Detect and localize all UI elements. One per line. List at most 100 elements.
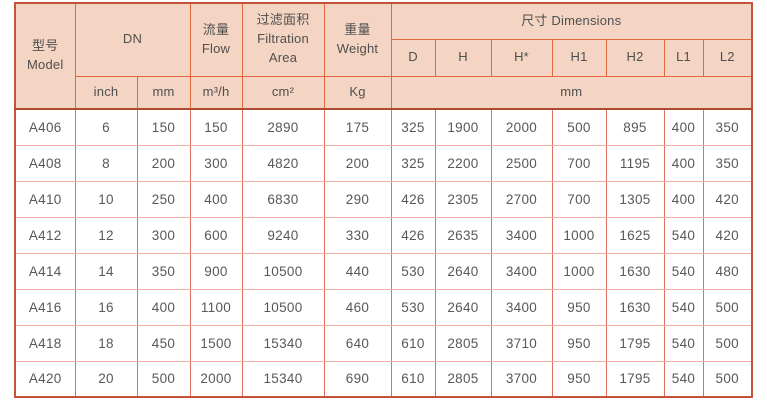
cell-inch: 20 (74, 360, 138, 398)
col-header-h1: H1 (551, 38, 607, 77)
cell-model: A406 (14, 108, 76, 146)
cell-flow: 150 (189, 108, 243, 146)
cell-inch: 14 (74, 252, 138, 290)
cell-inch: 16 (74, 288, 138, 326)
unit-weight: Kg (323, 75, 392, 110)
table-row: A414 14 350 900 10500 440 530 2640 3400 1000 1630 5… (14, 252, 753, 290)
cell-mm: 300 (136, 216, 191, 254)
cell-dim-l2: 500 (702, 288, 753, 326)
cell-area: 10500 (241, 252, 325, 290)
cell-dim-l2: 500 (702, 360, 753, 398)
cell-dim-h2: 1625 (605, 216, 665, 254)
cell-dim-h1: 1000 (551, 252, 607, 290)
unit-dimensions: mm (390, 75, 753, 110)
cell-dim-h1: 950 (551, 288, 607, 326)
cell-inch: 10 (74, 180, 138, 218)
col-header-weight-zh: 重量 (344, 21, 371, 37)
cell-area: 15340 (241, 324, 325, 362)
col-header-h2: H2 (605, 38, 665, 77)
cell-flow: 400 (189, 180, 243, 218)
col-header-filtration-zh: 过滤面积 (256, 12, 310, 28)
cell-dim-h1: 950 (551, 324, 607, 362)
cell-weight: 200 (323, 144, 392, 182)
cell-model: A414 (14, 252, 76, 290)
table-row: A412 12 300 600 9240 330 426 2635 3400 1000 1625 54… (14, 216, 753, 254)
cell-weight: 175 (323, 108, 392, 146)
cell-dim-d: 426 (390, 180, 436, 218)
cell-model: A410 (14, 180, 76, 218)
cell-mm: 400 (136, 288, 191, 326)
cell-area: 15340 (241, 360, 325, 398)
col-header-flow: 流量 Flow (189, 2, 243, 77)
cell-model: A412 (14, 216, 76, 254)
cell-mm: 500 (136, 360, 191, 398)
cell-mm: 450 (136, 324, 191, 362)
cell-dim-h2: 1795 (605, 324, 665, 362)
cell-mm: 150 (136, 108, 191, 146)
cell-dim-hstar: 3710 (490, 324, 553, 362)
cell-weight: 290 (323, 180, 392, 218)
cell-dim-l1: 540 (663, 324, 704, 362)
cell-dim-h2: 1630 (605, 252, 665, 290)
cell-dim-hstar: 3400 (490, 216, 553, 254)
cell-dim-hstar: 2000 (490, 108, 553, 146)
cell-flow: 900 (189, 252, 243, 290)
cell-weight: 460 (323, 288, 392, 326)
unit-dn-inch: inch (74, 75, 138, 110)
cell-dim-hstar: 2500 (490, 144, 553, 182)
cell-dim-hstar: 3700 (490, 360, 553, 398)
cell-dim-l1: 540 (663, 252, 704, 290)
table-row: A420 20 500 2000 15340 690 610 2805 3700 950 1795 5… (14, 360, 753, 398)
cell-mm: 350 (136, 252, 191, 290)
cell-flow: 1500 (189, 324, 243, 362)
cell-model: A408 (14, 144, 76, 182)
cell-flow: 600 (189, 216, 243, 254)
cell-flow: 2000 (189, 360, 243, 398)
cell-dim-h: 2805 (434, 360, 492, 398)
cell-dim-l2: 420 (702, 180, 753, 218)
cell-dim-l2: 350 (702, 108, 753, 146)
col-header-model-zh: 型号 (32, 38, 59, 54)
cell-inch: 6 (74, 108, 138, 146)
col-header-filtration-en: Filtration Area (257, 31, 309, 66)
cell-dim-l2: 350 (702, 144, 753, 182)
cell-dim-d: 426 (390, 216, 436, 254)
cell-dim-l2: 420 (702, 216, 753, 254)
col-header-dimensions-en: Dimensions (551, 12, 622, 28)
cell-dim-d: 530 (390, 288, 436, 326)
col-header-model-en: Model (27, 57, 64, 72)
col-header-weight: 重量 Weight (323, 2, 392, 77)
unit-filtration: cm² (241, 75, 325, 110)
cell-model: A420 (14, 360, 76, 398)
cell-dim-hstar: 2700 (490, 180, 553, 218)
cell-dim-h: 1900 (434, 108, 492, 146)
unit-flow: m³/h (189, 75, 243, 110)
cell-dim-h2: 1795 (605, 360, 665, 398)
col-header-filtration-area: 过滤面积 Filtration Area (241, 2, 325, 77)
table-row: A418 18 450 1500 15340 640 610 2805 3710 950 1795 5… (14, 324, 753, 362)
col-header-dn: DN (74, 2, 191, 77)
cell-dim-h2: 1630 (605, 288, 665, 326)
cell-dim-h: 2640 (434, 252, 492, 290)
cell-dim-h: 2305 (434, 180, 492, 218)
cell-dim-h2: 1305 (605, 180, 665, 218)
cell-dim-l2: 480 (702, 252, 753, 290)
col-header-flow-zh: 流量 (202, 21, 230, 37)
cell-dim-d: 610 (390, 324, 436, 362)
cell-flow: 1100 (189, 288, 243, 326)
cell-dim-h: 2200 (434, 144, 492, 182)
cell-dim-h1: 500 (551, 108, 607, 146)
cell-mm: 250 (136, 180, 191, 218)
cell-dim-l2: 500 (702, 324, 753, 362)
cell-dim-h: 2805 (434, 324, 492, 362)
cell-weight: 440 (323, 252, 392, 290)
cell-dim-h1: 700 (551, 180, 607, 218)
col-header-weight-en: Weight (336, 40, 379, 56)
cell-dim-h1: 700 (551, 144, 607, 182)
cell-dim-h2: 895 (605, 108, 665, 146)
cell-area: 2890 (241, 108, 325, 146)
col-header-l1: L1 (663, 38, 704, 77)
col-header-hstar: H* (490, 38, 553, 77)
cell-dim-h1: 1000 (551, 216, 607, 254)
cell-dim-d: 610 (390, 360, 436, 398)
